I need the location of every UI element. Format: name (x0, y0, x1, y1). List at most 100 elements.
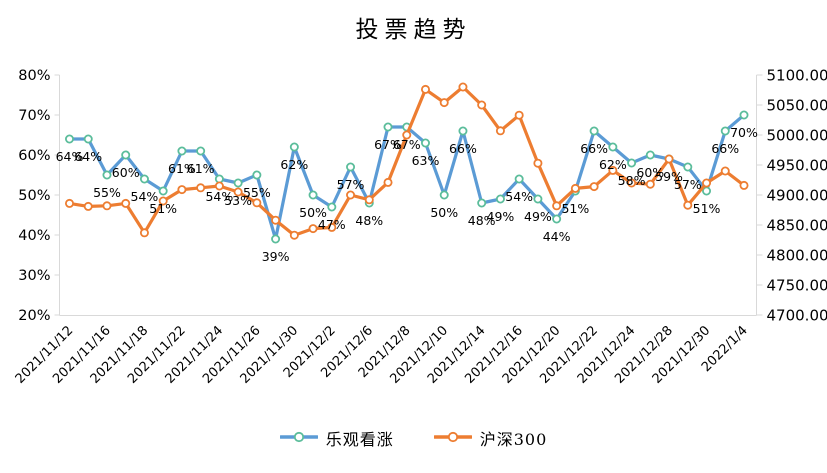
data-label: 51% (561, 201, 589, 216)
series-marker-沪深300 (383, 177, 393, 187)
series-marker-沪深300 (627, 178, 637, 188)
data-label: 66% (580, 141, 608, 156)
series-marker-沪深300 (233, 187, 243, 197)
legend-item-csi300: 沪深300 (432, 426, 548, 450)
data-label: 49% (487, 209, 515, 224)
data-label: 54% (131, 189, 159, 204)
series-marker-乐观看涨 (327, 202, 337, 212)
series-marker-乐观看涨 (495, 194, 505, 204)
series-marker-沪深300 (664, 154, 674, 164)
data-label: 67% (374, 137, 402, 152)
data-label: 48% (355, 213, 383, 228)
data-label: 39% (262, 249, 290, 264)
data-label: 44% (543, 229, 571, 244)
data-label: 49% (524, 209, 552, 224)
series-marker-沪深300 (439, 98, 449, 108)
y-axis-left-label: 70% (18, 108, 50, 124)
series-marker-乐观看涨 (83, 134, 93, 144)
series-marker-乐观看涨 (233, 178, 243, 188)
y-axis-right-label: 4750.00 (767, 277, 827, 295)
series-marker-乐观看涨 (121, 150, 131, 160)
series-marker-沪深300 (196, 183, 206, 193)
data-label: 64% (56, 149, 84, 164)
series-marker-乐观看涨 (139, 174, 149, 184)
series-marker-沪深300 (477, 100, 487, 110)
data-label: 48% (468, 213, 496, 228)
y-axis-left-label: 40% (18, 228, 50, 244)
series-marker-乐观看涨 (177, 146, 187, 156)
legend-marker-optimistic-icon (278, 429, 319, 448)
series-marker-乐观看涨 (683, 162, 693, 172)
data-label: 60% (636, 165, 664, 180)
y-axis-right-label: 4900.00 (767, 187, 827, 205)
series-marker-沪深300 (514, 110, 524, 120)
data-label: 62% (599, 157, 627, 172)
series-marker-沪深300 (308, 224, 318, 234)
series-marker-乐观看涨 (533, 194, 543, 204)
series-marker-沪深300 (402, 130, 412, 140)
y-axis-right-label: 4850.00 (767, 217, 827, 235)
series-marker-沪深300 (364, 195, 374, 205)
y-axis-right-label: 4700.00 (767, 307, 827, 325)
series-marker-沪深300 (608, 165, 618, 175)
data-label: 51% (693, 201, 721, 216)
series-marker-乐观看涨 (252, 170, 262, 180)
data-label: 53% (224, 193, 252, 208)
y-axis-right-label: 5050.00 (767, 97, 827, 115)
series-marker-沪深300 (327, 222, 337, 232)
series-marker-沪深300 (177, 185, 187, 195)
y-axis-left-label: 60% (18, 148, 50, 164)
series-marker-乐观看涨 (383, 122, 393, 132)
series-marker-乐观看涨 (627, 158, 637, 168)
y-axis-right-label: 5100.00 (767, 67, 827, 85)
data-label: 70% (730, 125, 758, 140)
series-marker-沪深300 (420, 84, 430, 94)
series-marker-乐观看涨 (346, 162, 356, 172)
series-marker-乐观看涨 (289, 142, 299, 152)
data-label: 59% (655, 169, 683, 184)
series-marker-沪深300 (271, 215, 281, 225)
series-marker-乐观看涨 (65, 134, 75, 144)
legend-label-optimistic: 乐观看涨 (325, 430, 394, 449)
series-marker-乐观看涨 (102, 170, 112, 180)
series-marker-沪深300 (683, 200, 693, 210)
series-marker-沪深300 (533, 158, 543, 168)
series-marker-沪深300 (720, 166, 730, 176)
y-axis-right-label: 4800.00 (767, 247, 827, 265)
series-marker-沪深300 (102, 201, 112, 211)
data-label: 50% (430, 205, 458, 220)
series-marker-沪深300 (739, 180, 749, 190)
y-axis-left-label: 80% (18, 68, 50, 84)
legend-marker-csi300-icon (432, 429, 473, 448)
series-marker-乐观看涨 (645, 150, 655, 160)
chart-title: 投票趋势 (355, 17, 472, 43)
series-marker-乐观看涨 (477, 198, 487, 208)
data-label: 61% (168, 161, 196, 176)
series-marker-乐观看涨 (552, 214, 562, 224)
series-marker-乐观看涨 (271, 234, 281, 244)
y-axis-right-label: 5000.00 (767, 127, 827, 145)
series-marker-沪深300 (570, 183, 580, 193)
y-axis-left-label: 30% (18, 268, 50, 284)
data-label: 51% (149, 201, 177, 216)
series-marker-乐观看涨 (720, 126, 730, 136)
series-marker-沪深300 (495, 126, 505, 136)
y-axis-right-label: 4950.00 (767, 157, 827, 175)
data-label: 58% (618, 173, 646, 188)
series-marker-沪深300 (552, 201, 562, 211)
data-label: 55% (93, 185, 121, 200)
series-marker-乐观看涨 (420, 138, 430, 148)
chart-legend: 乐观看涨 沪深300 (0, 426, 827, 450)
data-label: 61% (187, 161, 215, 176)
data-label: 47% (318, 217, 346, 232)
data-label: 66% (711, 141, 739, 156)
data-label: 54% (205, 189, 233, 204)
y-axis-left-label: 50% (18, 188, 50, 204)
series-marker-乐观看涨 (308, 190, 318, 200)
data-label: 50% (299, 205, 327, 220)
series-marker-沪深300 (158, 196, 168, 206)
data-label: 62% (280, 157, 308, 172)
series-marker-沪深300 (139, 228, 149, 238)
